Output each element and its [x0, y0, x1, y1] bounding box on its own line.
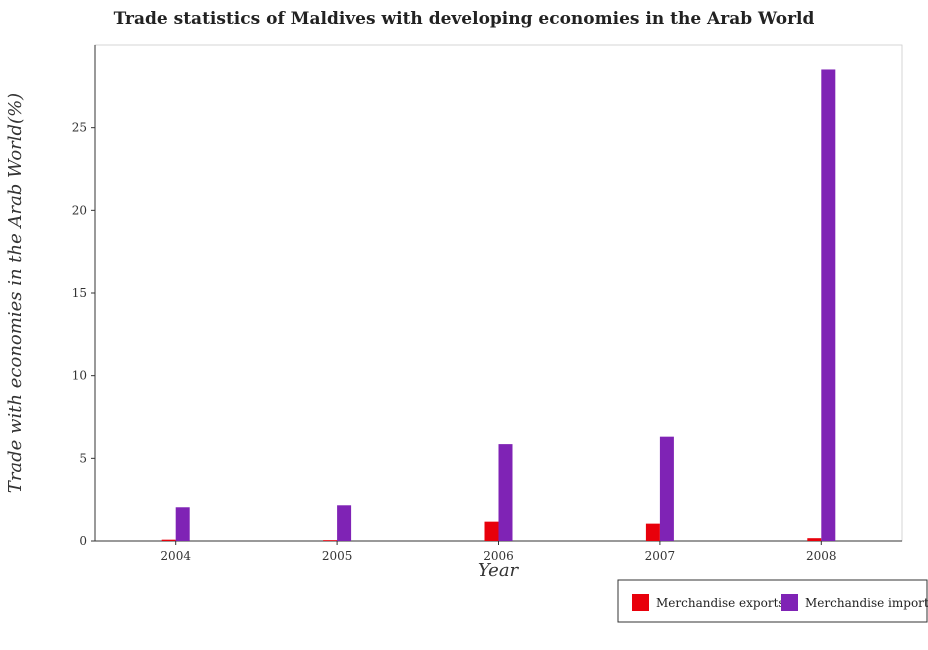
- x-tick-label: 2007: [645, 549, 676, 563]
- legend: Merchandise exports Merchandise imports: [617, 579, 928, 623]
- bar-imports: [821, 69, 836, 541]
- y-tick-label: 15: [72, 286, 87, 300]
- bar-imports: [498, 444, 513, 541]
- chart-title: Trade statistics of Maldives with develo…: [114, 9, 815, 29]
- bar-exports: [161, 539, 176, 541]
- bar-exports: [323, 540, 338, 541]
- x-tick-label: 2006: [483, 549, 514, 563]
- bar-imports: [175, 507, 190, 541]
- legend-label-imports: Merchandise imports: [805, 596, 928, 610]
- bars-group: [161, 69, 836, 541]
- bar-exports: [645, 523, 660, 541]
- y-tick-label: 0: [79, 534, 87, 548]
- x-tick-label: 2008: [806, 549, 837, 563]
- y-tick-label: 20: [72, 203, 87, 217]
- y-axis-ticks: 0 5 10 15 20 25: [72, 121, 95, 548]
- bar-imports: [337, 505, 352, 541]
- y-axis-label: Trade with economies in the Arab World(%…: [5, 93, 26, 493]
- bar-imports: [659, 436, 674, 541]
- x-axis-ticks: 2004 2005 2006 2007 2008: [160, 541, 837, 563]
- bar-exports: [484, 521, 499, 541]
- x-axis-label: Year: [478, 560, 520, 581]
- legend-swatch-exports: [632, 594, 649, 611]
- y-tick-label: 10: [72, 369, 87, 383]
- legend-swatch-imports: [781, 594, 798, 611]
- legend-label-exports: Merchandise exports: [656, 596, 785, 610]
- bar-exports: [807, 538, 822, 541]
- y-tick-label: 5: [79, 451, 87, 465]
- x-tick-label: 2004: [160, 549, 191, 563]
- y-tick-label: 25: [72, 121, 87, 135]
- x-tick-label: 2005: [322, 549, 353, 563]
